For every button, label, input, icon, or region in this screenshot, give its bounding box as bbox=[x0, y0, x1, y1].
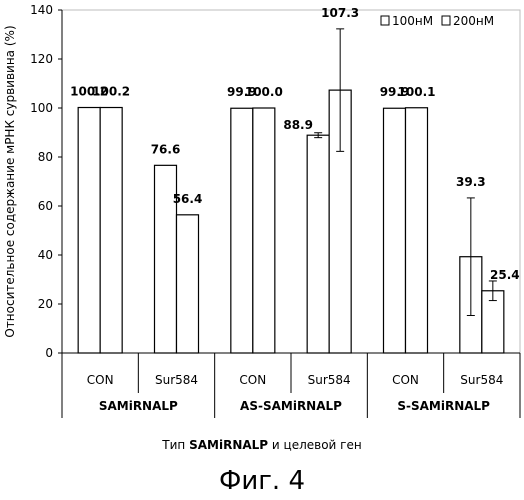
bar-200nm bbox=[406, 108, 428, 353]
y-tick-label: 60 bbox=[38, 199, 53, 213]
x-axis-title-prefix: Тип bbox=[162, 438, 185, 452]
category-label: CON bbox=[239, 373, 266, 387]
y-axis-label: Относительное содержание мРНК сурвивина … bbox=[3, 25, 17, 337]
category-label: CON bbox=[87, 373, 114, 387]
bar-200nm bbox=[100, 108, 122, 353]
group-label: AS-SAMiRNALP bbox=[240, 399, 342, 413]
data-label: 56.4 bbox=[173, 192, 203, 206]
data-label: 76.6 bbox=[151, 142, 181, 156]
legend-label: 100нМ bbox=[392, 14, 433, 28]
data-label: 100.2 bbox=[92, 85, 130, 99]
legend-swatch bbox=[381, 16, 389, 25]
bar-100nm bbox=[384, 108, 406, 353]
y-tick-label: 20 bbox=[38, 297, 53, 311]
bar-chart: 0 20 40 60 80 100 120 140 Относительное содержан… bbox=[0, 0, 524, 430]
group-label: S-SAMiRNALP bbox=[397, 399, 490, 413]
x-axis-title-bold: SAMiRNALP bbox=[189, 438, 268, 452]
data-label: 39.3 bbox=[456, 175, 486, 189]
bar-100nm bbox=[307, 135, 329, 353]
x-axis-title-suffix: и целевой ген bbox=[272, 438, 362, 452]
figure-caption: Фиг. 4 bbox=[0, 466, 524, 496]
bar-100nm bbox=[231, 108, 253, 353]
category-label: Sur584 bbox=[460, 373, 503, 387]
legend-swatch bbox=[442, 16, 450, 25]
y-tick-label: 120 bbox=[30, 52, 53, 66]
y-tick-label: 0 bbox=[45, 346, 53, 360]
category-label: Sur584 bbox=[155, 373, 198, 387]
y-tick-label: 40 bbox=[38, 248, 53, 262]
bar-100nm bbox=[78, 108, 100, 353]
data-label: 107.3 bbox=[321, 6, 359, 20]
data-label: 100.1 bbox=[398, 85, 436, 99]
bar-200nm bbox=[177, 215, 199, 353]
data-label: 100.0 bbox=[245, 85, 283, 99]
data-label: 88.9 bbox=[283, 118, 313, 132]
bar-200nm bbox=[253, 108, 275, 353]
y-tick-label: 140 bbox=[30, 3, 53, 17]
y-tick-label: 80 bbox=[38, 150, 53, 164]
legend-label: 200нМ bbox=[453, 14, 494, 28]
category-label: CON bbox=[392, 373, 419, 387]
group-label: SAMiRNALP bbox=[99, 399, 178, 413]
plot-frame bbox=[62, 10, 520, 353]
x-axis-title: Тип SAMiRNALP и целевой ген bbox=[0, 438, 524, 452]
data-label: 25.4 bbox=[490, 268, 520, 282]
y-tick-label: 100 bbox=[30, 101, 53, 115]
category-label: Sur584 bbox=[308, 373, 351, 387]
